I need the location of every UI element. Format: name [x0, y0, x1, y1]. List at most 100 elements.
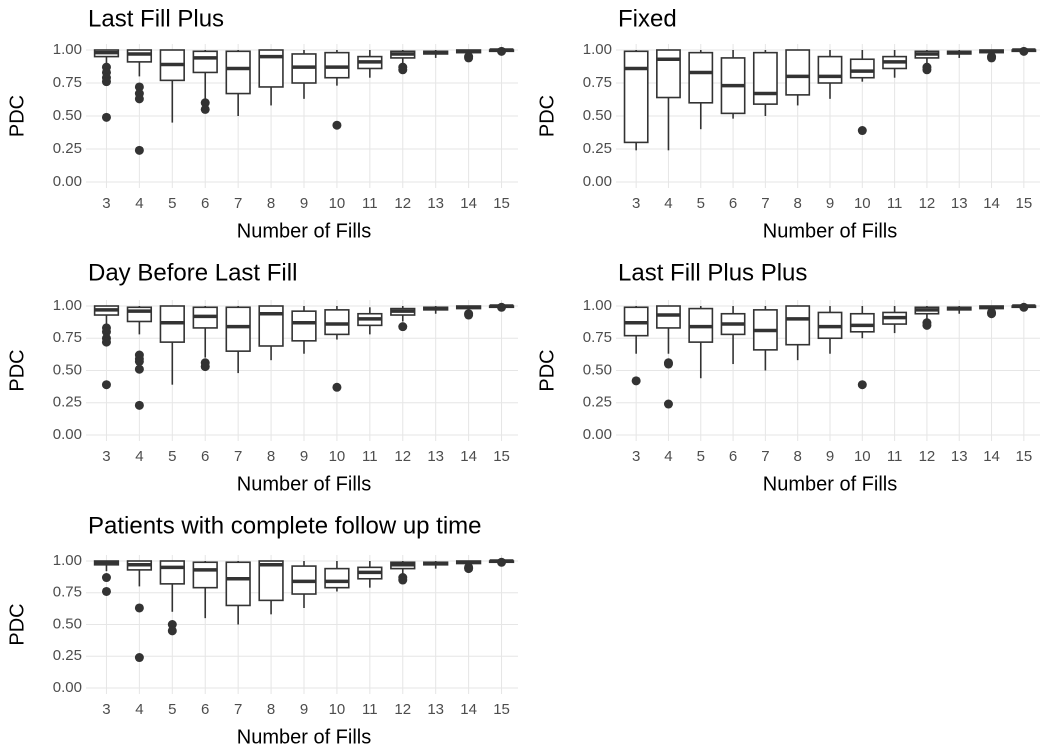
x-axis-title: Number of Fills — [763, 473, 897, 495]
outlier — [464, 564, 474, 574]
x-tick-label: 7 — [234, 701, 242, 718]
outlier — [464, 53, 474, 63]
y-axis-title: PDC — [536, 349, 558, 391]
panel: Day Before Last Fill PDC Number of Fills 0.… — [6, 259, 518, 495]
outlier — [464, 310, 474, 320]
x-tick-label: 11 — [887, 448, 903, 465]
outlier — [101, 112, 111, 122]
outlier — [134, 356, 144, 366]
y-tick-label: 0.25 — [583, 394, 612, 411]
x-tick-label: 4 — [135, 448, 143, 465]
panel: Last Fill Plus Plus PDC Number of Fills 0.0… — [536, 259, 1040, 495]
outlier — [200, 362, 210, 372]
y-tick-label: 0.75 — [583, 329, 612, 346]
outlier — [167, 620, 177, 629]
x-tick-label: 9 — [300, 701, 308, 718]
x-tick-label: 8 — [794, 195, 802, 212]
x-tick-label: 11 — [887, 195, 903, 212]
box — [225, 306, 251, 352]
y-axis-title: PDC — [6, 349, 28, 391]
outlier — [134, 82, 144, 92]
y-tick-label: 0.25 — [583, 140, 612, 157]
outlier — [398, 575, 408, 585]
x-tick-label: 12 — [919, 448, 936, 465]
box — [192, 50, 218, 74]
outlier — [200, 104, 210, 114]
y-tick-label: 0.50 — [53, 107, 82, 124]
x-tick-label: 9 — [300, 195, 308, 212]
box — [258, 49, 284, 88]
box — [225, 561, 251, 607]
x-tick-label: 7 — [234, 448, 242, 465]
x-tick-label: 13 — [427, 195, 444, 212]
x-tick-label: 7 — [234, 195, 242, 212]
x-axis-title: Number of Fills — [237, 473, 371, 495]
box — [159, 560, 185, 585]
y-tick-label: 0.00 — [53, 426, 82, 443]
panel: Fixed PDC Number of Fills 0.00 0.25 0.50 0.75 1… — [536, 5, 1040, 242]
outlier — [1019, 302, 1029, 312]
x-tick-label: 5 — [168, 195, 176, 212]
box — [785, 305, 811, 346]
box — [126, 49, 153, 63]
x-tick-label: 8 — [267, 195, 275, 212]
x-tick-label: 8 — [267, 448, 275, 465]
outlier — [134, 653, 144, 663]
x-tick-label: 5 — [168, 701, 176, 718]
box — [324, 567, 350, 589]
x-tick-label: 8 — [267, 701, 275, 718]
y-tick-label: 0.25 — [53, 140, 82, 157]
panel-title: Last Fill Plus — [88, 5, 224, 32]
outlier — [922, 320, 932, 330]
y-tick-label: 1.00 — [53, 552, 82, 569]
outlier — [922, 65, 932, 75]
y-tick-label: 0.75 — [53, 584, 82, 601]
box — [849, 312, 875, 333]
x-axis-title: Number of Fills — [237, 220, 371, 242]
y-tick-label: 0.50 — [53, 615, 82, 632]
x-tick-label: 15 — [493, 195, 510, 212]
x-tick-label: 11 — [362, 448, 378, 465]
outlier — [398, 65, 408, 75]
x-tick-label: 14 — [460, 195, 477, 212]
outlier — [101, 573, 111, 583]
y-tick-label: 0.00 — [53, 173, 82, 190]
panel: Patients with complete follow up time PDC… — [6, 512, 518, 748]
outlier — [332, 382, 342, 392]
y-tick-label: 1.00 — [53, 297, 82, 314]
x-tick-label: 13 — [951, 448, 968, 465]
panel-title: Fixed — [618, 5, 677, 32]
box — [324, 309, 350, 336]
y-tick-label: 0.00 — [53, 679, 82, 696]
x-axis-title: Number of Fills — [237, 726, 371, 748]
x-tick-label: 14 — [460, 448, 477, 465]
outlier — [167, 626, 177, 636]
outlier — [987, 309, 997, 319]
x-tick-label: 14 — [460, 701, 477, 718]
y-tick-label: 0.50 — [583, 361, 612, 378]
y-tick-label: 1.00 — [583, 41, 612, 58]
outlier — [857, 126, 867, 136]
y-tick-label: 0.25 — [53, 647, 82, 664]
x-tick-label: 4 — [664, 195, 672, 212]
x-tick-label: 12 — [919, 195, 936, 212]
outlier — [987, 53, 997, 63]
x-tick-label: 7 — [761, 195, 769, 212]
y-axis-title: PDC — [6, 603, 28, 645]
outlier — [663, 399, 673, 409]
x-tick-label: 4 — [135, 195, 143, 212]
x-tick-label: 6 — [201, 701, 209, 718]
y-tick-label: 0.50 — [583, 107, 612, 124]
x-tick-label: 3 — [102, 448, 110, 465]
x-tick-label: 11 — [362, 195, 378, 212]
x-tick-label: 15 — [1016, 195, 1033, 212]
x-tick-label: 3 — [632, 195, 640, 212]
x-tick-label: 9 — [300, 448, 308, 465]
y-tick-label: 0.75 — [53, 74, 82, 91]
x-tick-label: 3 — [632, 448, 640, 465]
outlier — [497, 46, 507, 56]
y-tick-label: 0.00 — [583, 173, 612, 190]
outlier — [134, 603, 144, 613]
outlier — [134, 94, 144, 104]
x-tick-label: 6 — [201, 195, 209, 212]
